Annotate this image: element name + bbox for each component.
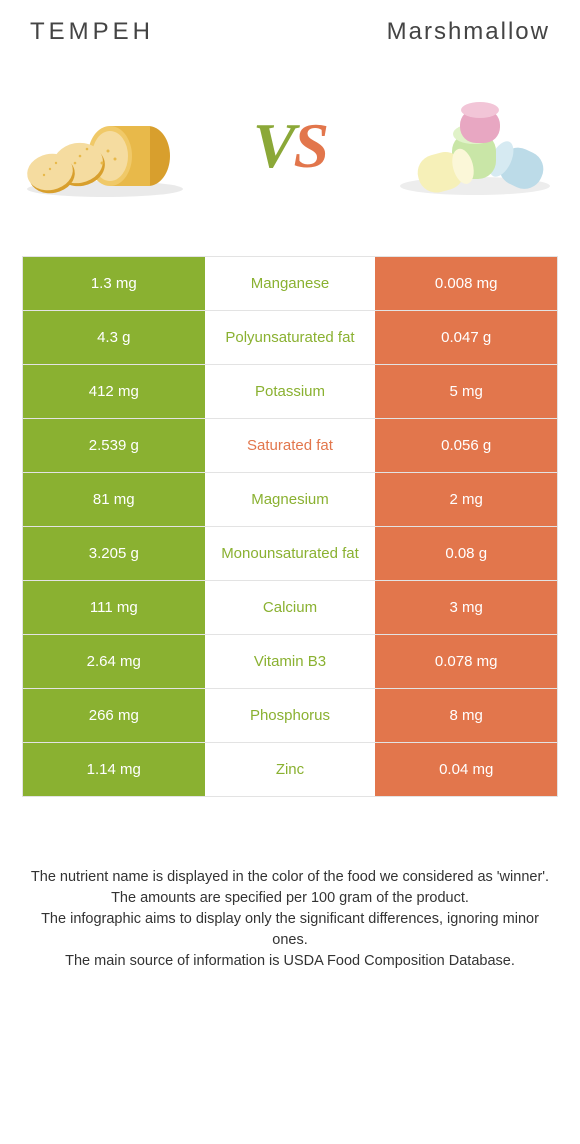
right-value: 0.04 mg <box>375 743 557 796</box>
nutrient-label: Magnesium <box>205 473 376 526</box>
table-row: 2.539 gSaturated fat0.056 g <box>23 418 557 472</box>
table-row: 266 mgPhosphorus8 mg <box>23 688 557 742</box>
comparison-table: 1.3 mgManganese0.008 mg4.3 gPolyunsatura… <box>22 256 558 797</box>
vs-v: V <box>253 110 294 181</box>
left-value: 1.3 mg <box>23 257 205 310</box>
left-value: 2.539 g <box>23 419 205 472</box>
footer-line-1: The nutrient name is displayed in the co… <box>28 867 552 888</box>
left-value: 3.205 g <box>23 527 205 580</box>
table-row: 412 mgPotassium5 mg <box>23 364 557 418</box>
right-value: 0.008 mg <box>375 257 557 310</box>
nutrient-label: Potassium <box>205 365 376 418</box>
table-row: 1.14 mgZinc0.04 mg <box>23 742 557 796</box>
nutrient-label: Polyunsaturated fat <box>205 311 376 364</box>
vs-row: VS <box>0 56 580 256</box>
right-value: 0.08 g <box>375 527 557 580</box>
left-value: 1.14 mg <box>23 743 205 796</box>
left-value: 266 mg <box>23 689 205 742</box>
nutrient-label: Manganese <box>205 257 376 310</box>
right-value: 3 mg <box>375 581 557 634</box>
nutrient-label: Zinc <box>205 743 376 796</box>
right-value: 8 mg <box>375 689 557 742</box>
nutrient-label: Monounsaturated fat <box>205 527 376 580</box>
vs-s: S <box>294 110 328 181</box>
header: TEMPEH Marshmallow <box>0 0 580 56</box>
nutrient-label: Saturated fat <box>205 419 376 472</box>
marshmallow-image <box>390 96 560 206</box>
footer-line-3: The infographic aims to display only the… <box>28 909 552 951</box>
footer-notes: The nutrient name is displayed in the co… <box>0 797 580 972</box>
table-row: 111 mgCalcium3 mg <box>23 580 557 634</box>
right-value: 2 mg <box>375 473 557 526</box>
left-value: 4.3 g <box>23 311 205 364</box>
tempeh-image <box>20 96 190 206</box>
left-value: 111 mg <box>23 581 205 634</box>
table-row: 81 mgMagnesium2 mg <box>23 472 557 526</box>
table-row: 2.64 mgVitamin B30.078 mg <box>23 634 557 688</box>
nutrient-label: Calcium <box>205 581 376 634</box>
nutrient-label: Vitamin B3 <box>205 635 376 688</box>
table-row: 4.3 gPolyunsaturated fat0.047 g <box>23 310 557 364</box>
left-value: 2.64 mg <box>23 635 205 688</box>
footer-line-2: The amounts are specified per 100 gram o… <box>28 888 552 909</box>
left-value: 81 mg <box>23 473 205 526</box>
footer-line-4: The main source of information is USDA F… <box>28 951 552 972</box>
table-row: 3.205 gMonounsaturated fat0.08 g <box>23 526 557 580</box>
vs-label: VS <box>253 109 327 183</box>
right-food-title: Marshmallow <box>387 18 550 46</box>
right-value: 0.047 g <box>375 311 557 364</box>
nutrient-label: Phosphorus <box>205 689 376 742</box>
right-value: 5 mg <box>375 365 557 418</box>
table-row: 1.3 mgManganese0.008 mg <box>23 256 557 310</box>
right-value: 0.056 g <box>375 419 557 472</box>
right-value: 0.078 mg <box>375 635 557 688</box>
left-food-title: TEMPEH <box>30 18 154 46</box>
left-value: 412 mg <box>23 365 205 418</box>
